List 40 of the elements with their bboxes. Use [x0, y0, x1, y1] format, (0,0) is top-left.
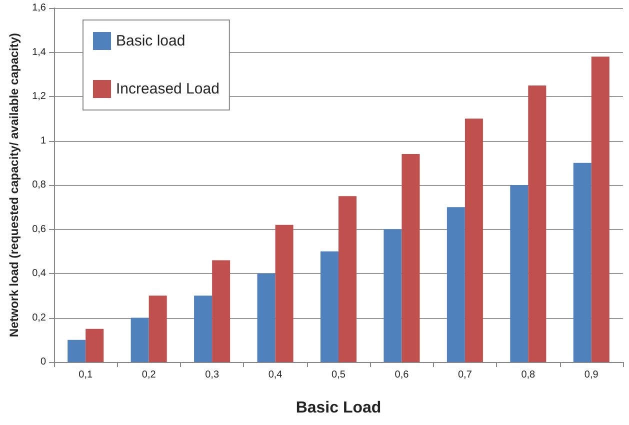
- bar: [148, 296, 167, 362]
- x-tick-label: 0,1: [78, 370, 93, 380]
- x-tick-label: 0,9: [584, 370, 599, 380]
- bar: [86, 328, 104, 362]
- y-tick-label: 1,2: [32, 91, 46, 102]
- bar: [275, 224, 294, 362]
- x-tick-label: 0,7: [458, 370, 472, 380]
- bar: [257, 274, 276, 362]
- legend-label: Increased Load: [116, 80, 220, 98]
- bar: [194, 296, 212, 362]
- bar: [130, 318, 149, 362]
- y-tick-label: 0,2: [32, 312, 46, 324]
- bar: [573, 162, 592, 362]
- bar: [510, 185, 528, 362]
- bar: [402, 154, 420, 362]
- y-tick-label: 1,6: [32, 2, 46, 14]
- bar: [384, 229, 402, 362]
- bar: [68, 340, 86, 362]
- bar: [320, 251, 338, 362]
- y-tick-label: 0: [40, 356, 46, 368]
- bar: [464, 118, 483, 362]
- x-axis-title: Basic Load: [296, 400, 382, 416]
- bar: [212, 260, 230, 362]
- y-tick-label: 0,6: [32, 224, 46, 235]
- x-tick-label: 0,8: [521, 370, 536, 380]
- x-tick-label: 0,5: [332, 370, 346, 380]
- bar: [338, 196, 357, 362]
- x-tick-label: 0,6: [394, 370, 410, 380]
- y-axis-title: Network load (requested capacity/ available capacity): [7, 32, 21, 338]
- x-tick-label: 0,4: [268, 370, 283, 380]
- y-tick-label: 0,4: [32, 268, 46, 279]
- y-tick-label: 1,4: [32, 46, 46, 58]
- y-tick-label: 1: [40, 135, 46, 146]
- x-tick-label: 0,2: [142, 370, 156, 380]
- bar: [591, 56, 610, 362]
- legend-label: Basic load: [116, 32, 186, 50]
- y-tick-label: 0,8: [32, 180, 46, 190]
- bar: [446, 207, 465, 362]
- x-tick-label: 0,3: [205, 370, 220, 380]
- bar: [528, 85, 546, 362]
